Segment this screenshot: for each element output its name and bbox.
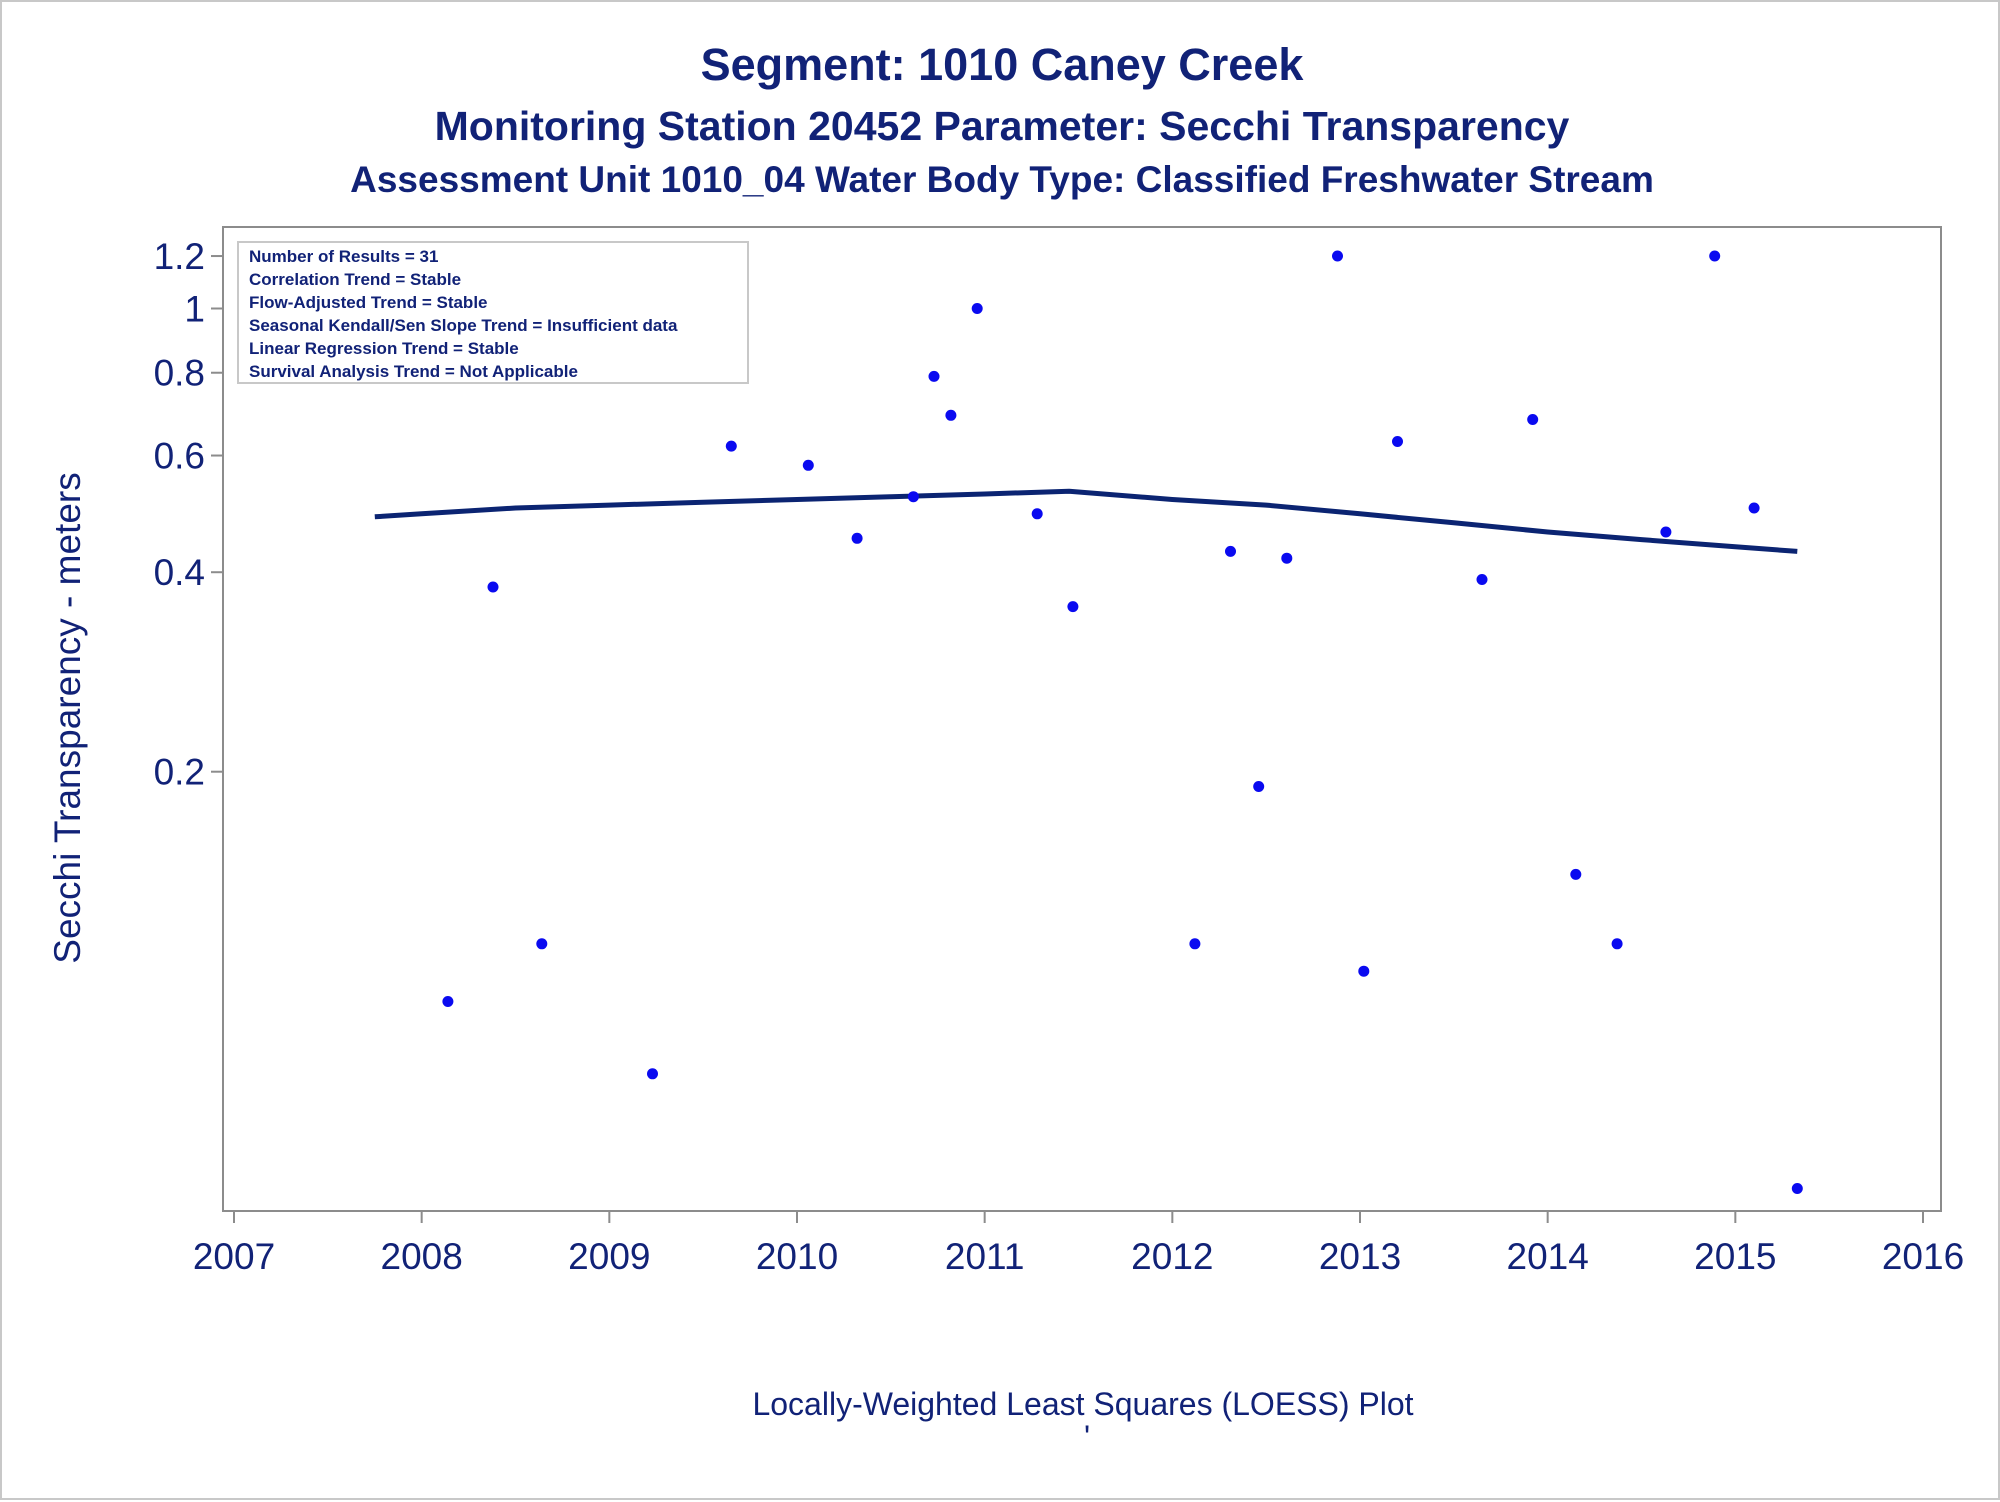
y-tick-label: 0.6 [154,436,205,477]
data-point [487,581,499,593]
data-point [1527,414,1539,425]
x-tick-label: 2009 [568,1236,650,1277]
x-tick-label: 2016 [1882,1236,1964,1277]
data-point [1709,250,1721,262]
x-tick-label: 2012 [1131,1236,1213,1277]
loess-layer [374,488,1798,554]
y-tick-label: 0.4 [154,552,205,593]
data-point [647,1068,658,1080]
stats-legend: Number of Results = 31 Correlation Trend… [237,241,749,384]
footnote-mark: ' [1084,1419,1090,1455]
y-tick-label: 0.2 [154,752,205,793]
data-point [928,370,940,382]
y-axis: 0.2 0.4 0.6 0.8 1 1.2 [154,236,223,793]
data-point [1358,965,1370,977]
footnote: Locally-Weighted Least Squares (LOESS) P… [752,1386,1413,1422]
data-point [1476,574,1488,585]
data-point [971,303,983,314]
plot-area [222,226,1942,1212]
x-tick-label: 2010 [756,1236,838,1277]
points-layer [369,250,1803,1194]
stats-line-seasonal-kendall: Seasonal Kendall/Sen Slope Trend = Insuf… [249,316,678,335]
data-point [1660,526,1672,538]
data-point [1791,1183,1803,1194]
loess-line [374,488,1798,554]
stats-line-results: Number of Results = 31 [249,247,438,266]
x-tick-label: 2011 [945,1236,1025,1277]
data-point [1281,552,1293,564]
y-tick-label: 1.2 [154,236,205,277]
x-tick-label: 2015 [1694,1236,1776,1277]
data-point [851,532,863,544]
chart-title: Segment: 1010 Caney Creek [701,39,1305,90]
y-axis-label: Secchi Transparency - meters [47,472,88,963]
y-tick-label: 0.8 [154,353,205,394]
data-point [1392,436,1403,447]
stats-line-linear-regression: Linear Regression Trend = Stable [249,339,519,358]
chart-subtitle-2: Assessment Unit 1010_04 Water Body Type:… [350,159,1654,200]
data-point [1189,938,1201,950]
data-point [725,440,737,452]
data-point [442,996,454,1007]
x-axis: 2007 2008 2009 2010 2011 2012 2013 2014 2015 2016 [193,1211,1964,1277]
x-tick-label: 2007 [193,1236,275,1277]
data-point [945,409,957,421]
data-point [1225,545,1236,557]
data-point [1067,601,1079,613]
x-tick-label: 2014 [1507,1236,1589,1277]
stats-line-flow-adjusted: Flow-Adjusted Trend = Stable [249,293,488,312]
x-tick-label: 2008 [381,1236,463,1277]
data-point [1570,868,1582,880]
x-tick-label: 2013 [1319,1236,1401,1277]
data-point [536,938,548,950]
stats-line-survival: Survival Analysis Trend = Not Applicable [249,362,578,381]
stats-line-correlation: Correlation Trend = Stable [249,270,461,289]
stats-legend-box [237,241,749,384]
data-point [907,491,919,503]
y-tick-label: 1 [184,289,205,330]
data-point [1332,250,1343,262]
data-point [1611,938,1623,950]
chart-subtitle: Monitoring Station 20452 Parameter: Secc… [435,103,1570,149]
data-point [1031,508,1043,520]
data-point [802,459,814,471]
data-point [1253,781,1265,792]
data-point [1748,502,1760,514]
